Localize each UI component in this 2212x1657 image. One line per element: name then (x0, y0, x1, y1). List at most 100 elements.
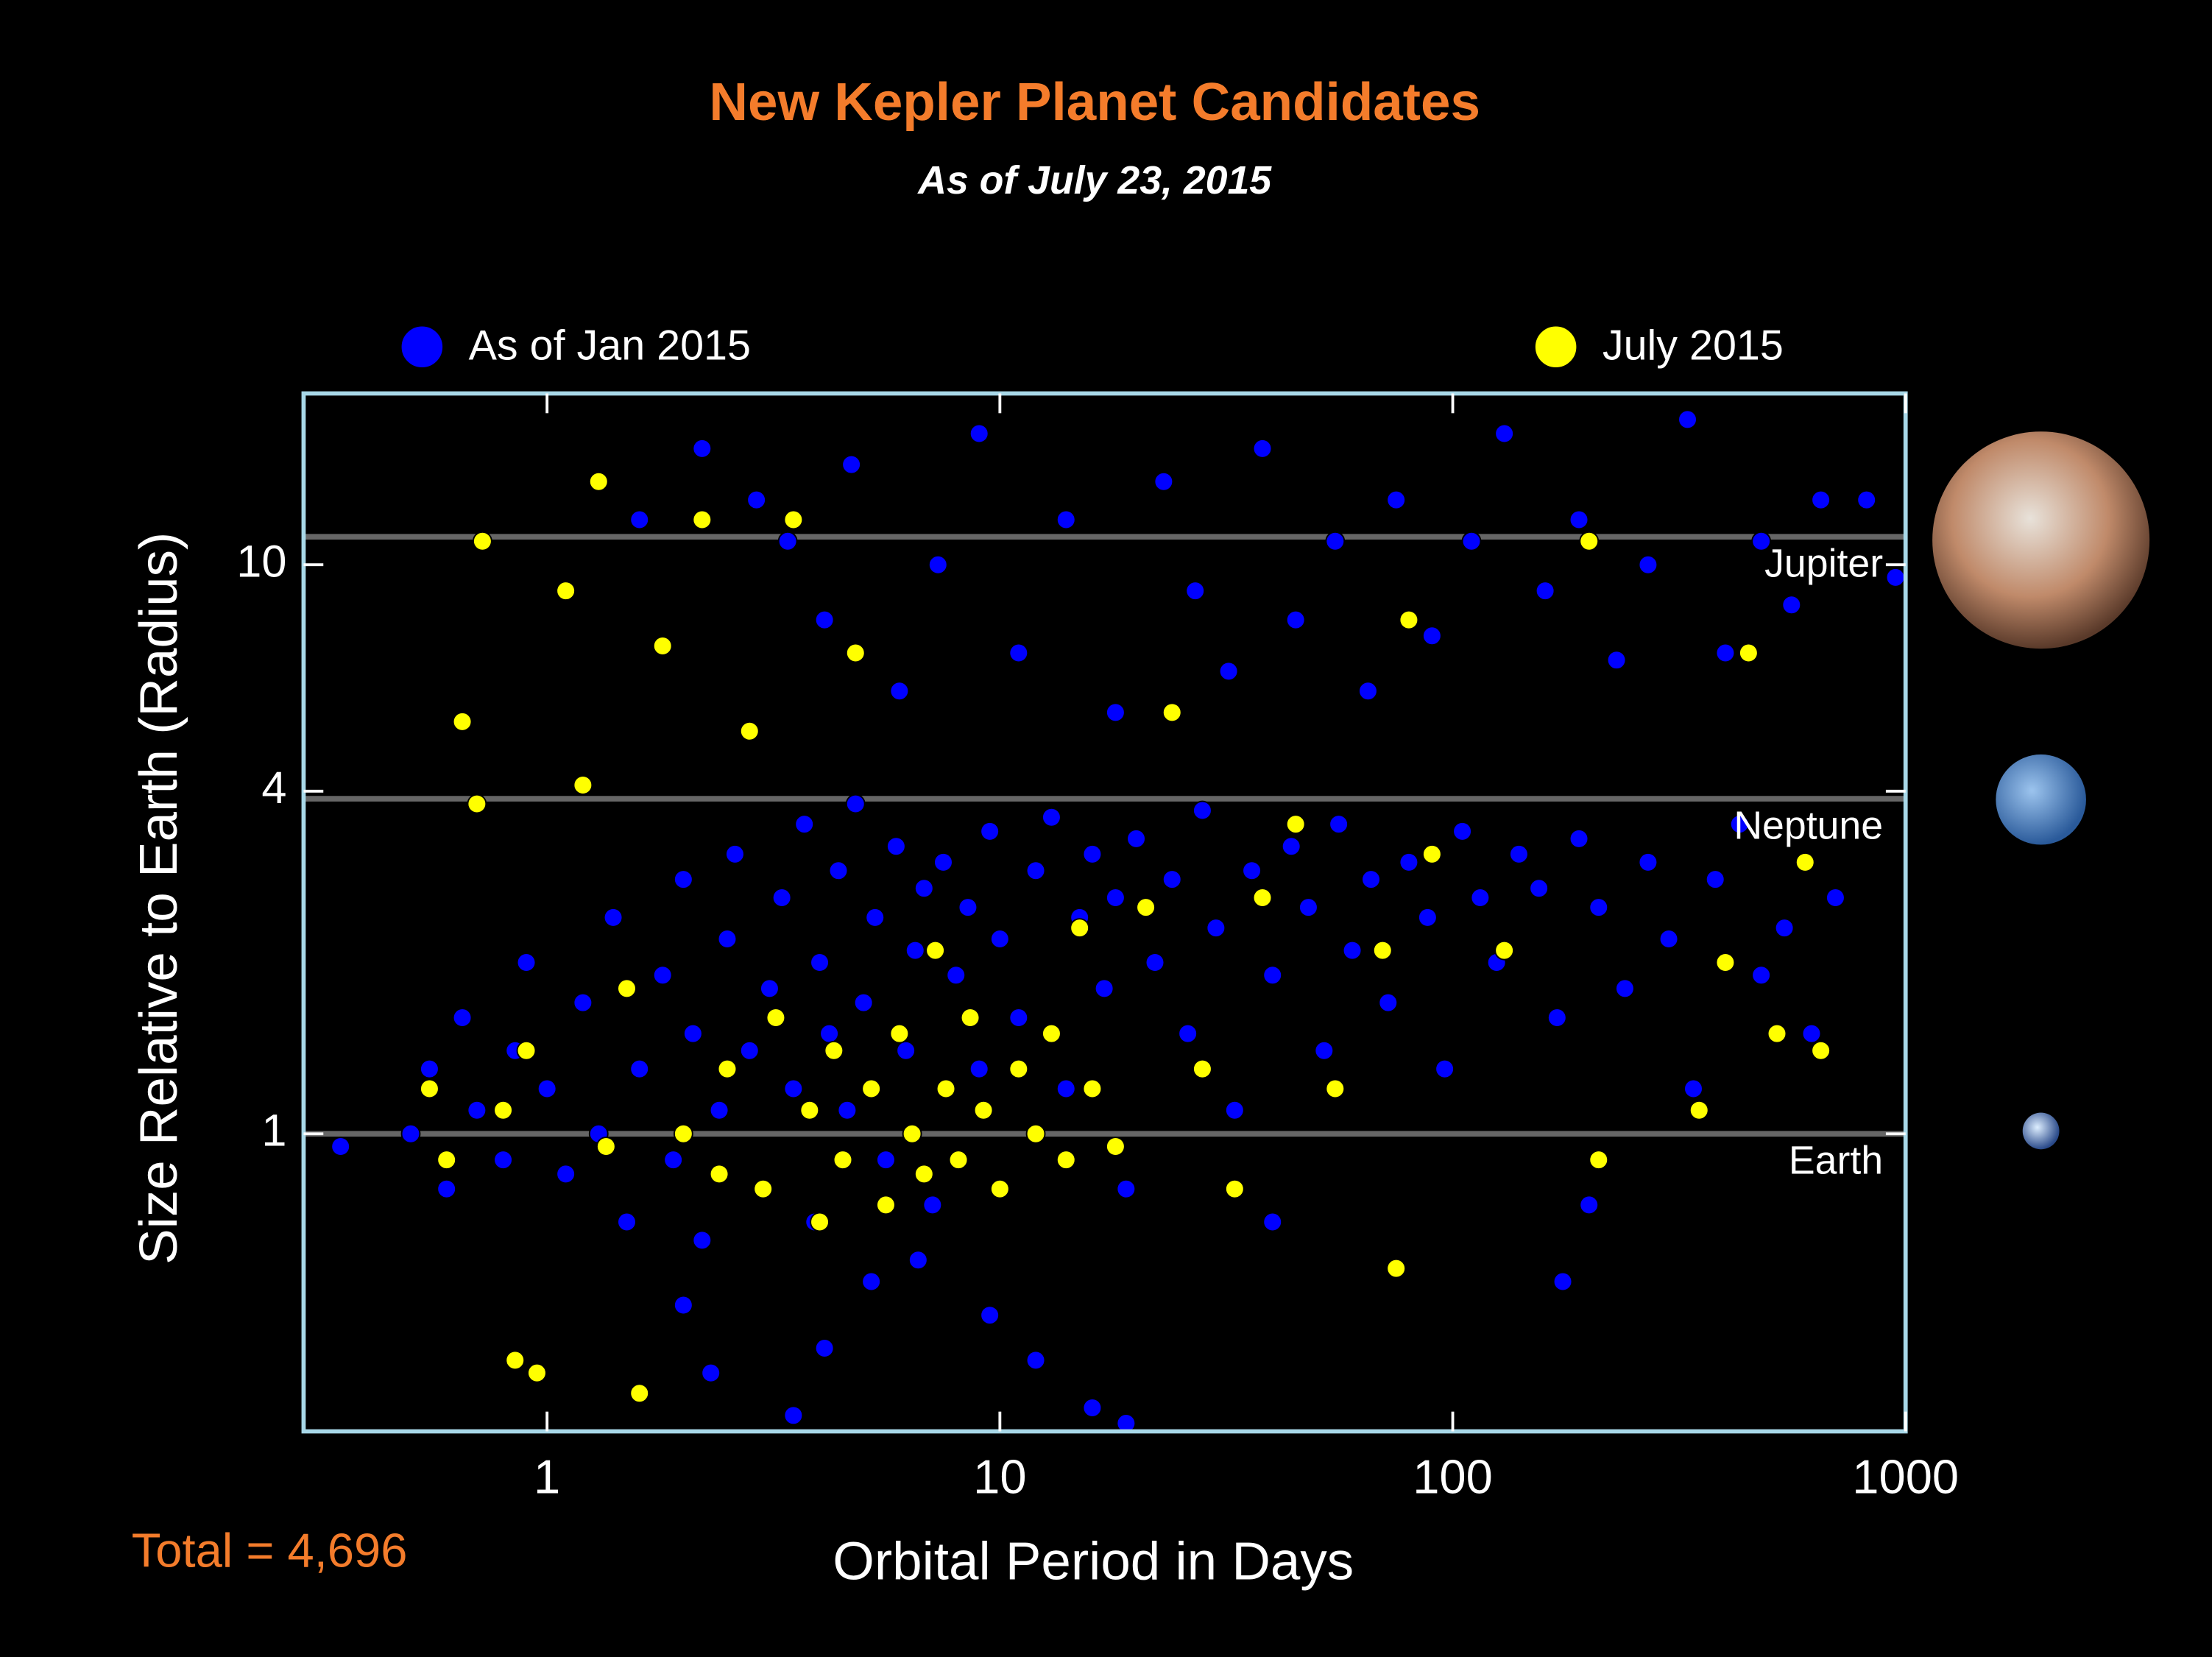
reference-label: Earth (1789, 1139, 1883, 1183)
data-point (946, 965, 967, 986)
data-point (845, 643, 866, 663)
data-point (1683, 1078, 1703, 1099)
data-point (1372, 940, 1393, 961)
data-point (814, 610, 835, 630)
data-point (889, 681, 910, 702)
data-point (472, 531, 492, 551)
data-point (980, 821, 1000, 841)
data-point (1192, 800, 1212, 821)
data-point (556, 1164, 576, 1184)
data-point (739, 1040, 760, 1061)
data-point (948, 1150, 969, 1170)
data-point (709, 1100, 729, 1120)
data-point (886, 836, 906, 857)
data-point (452, 1008, 473, 1028)
data-point (1105, 888, 1126, 908)
data-point (673, 1295, 693, 1315)
data-point (753, 1179, 774, 1199)
data-point (777, 531, 798, 551)
data-point (1552, 1271, 1573, 1292)
data-point (1378, 992, 1399, 1013)
chart-subtitle: As of July 23, 2015 (916, 158, 1272, 202)
data-point (573, 775, 593, 795)
data-point (1206, 918, 1226, 939)
data-point (516, 1040, 537, 1061)
data-point (1705, 869, 1725, 889)
data-point (1801, 1023, 1822, 1044)
data-point (1535, 581, 1555, 601)
data-point (709, 1164, 729, 1184)
data-point (794, 814, 815, 835)
data-point (1285, 610, 1306, 630)
data-point (1025, 861, 1046, 881)
data-point (1579, 1195, 1600, 1215)
earth-image (2022, 1112, 2060, 1150)
data-point (969, 423, 989, 444)
x-tick-label: 100 (1413, 1450, 1493, 1504)
data-point (1715, 643, 1736, 663)
data-point (1325, 531, 1346, 551)
data-point (1008, 1008, 1029, 1028)
data-point (908, 1250, 928, 1271)
data-point (810, 1212, 830, 1232)
data-point (746, 490, 767, 510)
x-axis-title: Orbital Period in Days (833, 1532, 1354, 1591)
data-point (1615, 978, 1635, 999)
data-point (1162, 869, 1182, 889)
data-point (1569, 829, 1589, 849)
data-point (980, 1305, 1000, 1326)
data-point (652, 965, 673, 986)
data-point (902, 1123, 922, 1144)
data-point (960, 1008, 980, 1028)
data-point (1689, 1100, 1709, 1120)
data-point (1715, 953, 1736, 972)
data-point (1178, 1023, 1198, 1044)
data-point (1342, 940, 1363, 961)
data-point (1767, 1023, 1787, 1044)
data-point (927, 554, 948, 575)
data-point (958, 897, 978, 918)
data-point (437, 1150, 457, 1170)
data-point (493, 1100, 513, 1120)
data-point (1192, 1059, 1212, 1079)
data-point (467, 794, 487, 814)
data-point (629, 509, 650, 530)
data-point (1421, 626, 1442, 646)
data-point (701, 1363, 721, 1383)
data-point (1224, 1100, 1245, 1120)
data-point (573, 992, 593, 1013)
data-point (1751, 965, 1772, 986)
data-point (682, 1023, 703, 1044)
x-tick-label: 1 (534, 1450, 560, 1504)
data-point (1509, 844, 1529, 864)
data-point (973, 1100, 994, 1120)
data-point (799, 1100, 820, 1120)
data-point (1070, 918, 1090, 939)
data-point (853, 992, 874, 1013)
data-point (452, 711, 473, 732)
data-point (783, 1405, 804, 1426)
data-point (896, 1040, 916, 1061)
data-point (760, 978, 780, 999)
data-point (1025, 1350, 1046, 1371)
data-point (1126, 829, 1146, 849)
data-point (1056, 1150, 1076, 1170)
data-point (1105, 1137, 1126, 1156)
data-point (1386, 1258, 1407, 1279)
data-point (1658, 929, 1679, 949)
data-point (1162, 702, 1182, 723)
legend-label: July 2015 (1603, 322, 1784, 369)
data-point (629, 1059, 650, 1079)
data-point (969, 1059, 989, 1079)
data-point (837, 1100, 858, 1120)
data-point (1729, 814, 1750, 835)
data-point (1738, 643, 1759, 663)
data-point (1116, 1179, 1137, 1199)
data-point (810, 953, 830, 972)
data-point (1470, 888, 1491, 908)
data-point (828, 861, 849, 881)
data-point (861, 1078, 882, 1099)
data-point (1421, 844, 1442, 864)
y-axis-title: Size Relative to Earth (Radius) (129, 532, 188, 1265)
data-point (1361, 869, 1381, 889)
